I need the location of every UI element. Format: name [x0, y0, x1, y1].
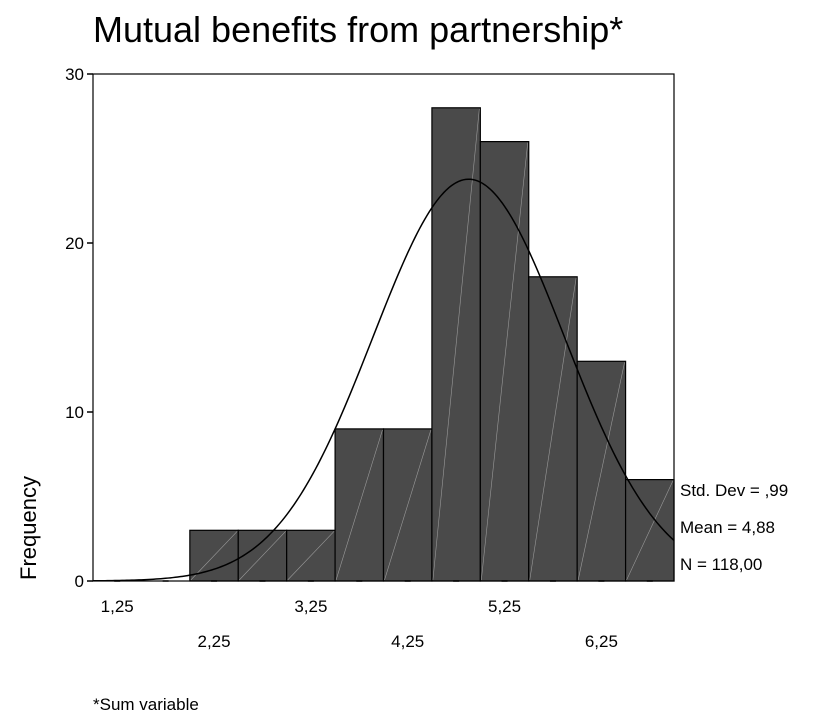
x-tick-label: 6,25: [585, 632, 618, 651]
footnote: *Sum variable: [93, 695, 199, 713]
x-tick-label: 3,25: [294, 597, 327, 616]
chart-title: Mutual benefits from partnership*: [93, 9, 623, 50]
bar-hatch-line: [626, 480, 674, 581]
histogram-bar: [528, 276, 578, 582]
bar-hatch-line: [529, 277, 577, 581]
bar-hatch-line: [577, 362, 625, 581]
bar-hatch-line: [239, 531, 286, 581]
y-tick-label: 10: [65, 403, 84, 422]
bars-group: [189, 107, 675, 582]
bar-hatch-line: [481, 142, 529, 581]
x-tick-label: 1,25: [101, 597, 134, 616]
stat-mean: Mean = 4,88: [680, 518, 775, 537]
y-tick-label: 20: [65, 234, 84, 253]
stat-n: N = 118,00: [680, 555, 762, 574]
x-tick-label: 2,25: [197, 632, 230, 651]
bar-hatch-line: [190, 531, 238, 581]
bar-hatch-line: [287, 531, 335, 581]
bar-hatch-line: [335, 429, 383, 581]
y-tick-label: 30: [65, 65, 84, 84]
y-axis-ticks: 0 10 20 30: [65, 65, 93, 591]
x-axis-ticks: 1,25 3,25 5,25 2,25 4,25 6,25: [101, 580, 653, 651]
hatch-group: [190, 108, 674, 581]
plot-frame: [92, 73, 675, 582]
x-tick-label: 5,25: [488, 597, 521, 616]
y-tick-label: 0: [75, 572, 84, 591]
bar-hatch-line: [384, 429, 432, 581]
x-tick-label: 4,25: [391, 632, 424, 651]
bar-hatch-line: [432, 108, 480, 581]
stat-std-dev: Std. Dev = ,99: [680, 481, 788, 500]
normal-curve: [92, 178, 675, 582]
y-axis-label: Frequency: [16, 476, 41, 580]
